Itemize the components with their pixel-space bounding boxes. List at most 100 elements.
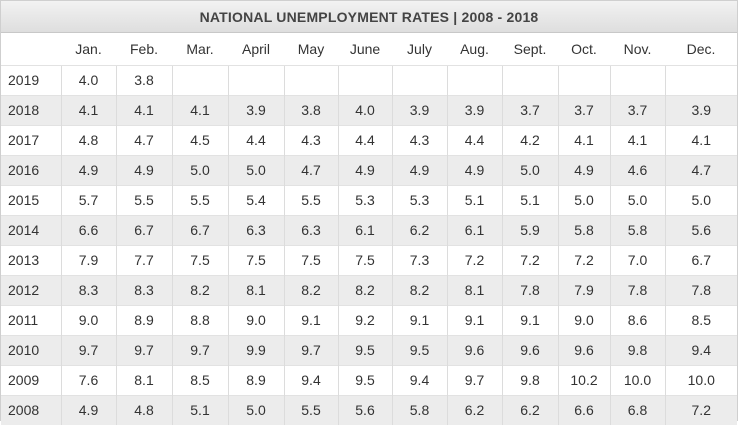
- year-cell: 2017: [1, 124, 61, 155]
- rate-cell: 7.6: [60, 364, 116, 395]
- rate-cell: [664, 64, 737, 95]
- rate-cell: 5.5: [115, 184, 172, 215]
- month-header-cell: Jan.: [75, 40, 102, 57]
- table-row: 2018 4.1 4.1 4.1 3.9 3.8 4.0 3.9 3.9 3.7 3.7 3.7 3.9: [1, 94, 737, 125]
- rate-cell: 6.2: [446, 394, 502, 425]
- rate-cell: 7.8: [664, 274, 737, 305]
- rate-cell: 5.3: [337, 184, 392, 215]
- rate-cell: 4.5: [171, 124, 228, 155]
- rate-cell: 9.2: [337, 304, 392, 335]
- year-cell: 2016: [1, 154, 61, 185]
- rate-cell: 9.6: [501, 334, 558, 365]
- rate-cell: 5.0: [227, 394, 284, 425]
- rate-cell: [171, 64, 228, 95]
- table-row: 2011 9.0 8.9 8.8 9.0 9.1 9.2 9.1 9.1 9.1 9.0 8.6 8.5: [1, 304, 737, 335]
- rate-cell: 4.4: [446, 124, 502, 155]
- rate-cell: 5.4: [227, 184, 284, 215]
- rate-cell: 7.2: [501, 244, 558, 275]
- rate-cell: 4.1: [171, 94, 228, 125]
- rate-cell: 4.9: [391, 154, 447, 185]
- rate-cell: 3.9: [446, 94, 502, 125]
- rate-cell: 8.3: [115, 274, 172, 305]
- rate-cell: 4.1: [60, 94, 116, 125]
- rate-cell: 8.5: [664, 304, 737, 335]
- unemployment-rates-table: Jan. Feb. Mar. April May June July Aug. Sept. Oct…: [1, 33, 737, 425]
- rate-cell: 7.0: [609, 244, 665, 275]
- table-row: 2010 9.7 9.7 9.7 9.9 9.7 9.5 9.5 9.6 9.6 9.6 9.8 9.4: [1, 334, 737, 365]
- rate-cell: 9.4: [283, 364, 338, 395]
- rate-cell: 9.5: [337, 364, 392, 395]
- rate-cell: 9.7: [115, 334, 172, 365]
- rate-cell: 4.3: [283, 124, 338, 155]
- rate-cell: 3.7: [609, 94, 665, 125]
- rate-cell: 8.2: [391, 274, 447, 305]
- rate-cell: 4.8: [60, 124, 116, 155]
- rate-cell: 9.7: [171, 334, 228, 365]
- rate-cell: 5.1: [171, 394, 228, 425]
- rate-cell: 4.0: [60, 64, 116, 95]
- rate-cell: 6.7: [664, 244, 737, 275]
- table-row: 2012 8.3 8.3 8.2 8.1 8.2 8.2 8.2 8.1 7.8 7.9 7.8 7.8: [1, 274, 737, 305]
- rate-cell: 9.7: [283, 334, 338, 365]
- rate-cell: 8.2: [171, 274, 228, 305]
- rate-cell: 5.0: [609, 184, 665, 215]
- rate-cell: 9.0: [60, 304, 116, 335]
- rate-cell: [446, 64, 502, 95]
- year-cell: 2010: [1, 334, 61, 365]
- rate-cell: 3.7: [557, 94, 610, 125]
- rate-cell: 9.0: [227, 304, 284, 335]
- rate-cell: 10.2: [557, 364, 610, 395]
- rate-cell: 9.1: [283, 304, 338, 335]
- rate-cell: 3.9: [227, 94, 284, 125]
- rate-cell: 7.3: [391, 244, 447, 275]
- rate-cell: 4.1: [557, 124, 610, 155]
- rate-cell: 8.5: [171, 364, 228, 395]
- table-row: 2013 7.9 7.7 7.5 7.5 7.5 7.5 7.3 7.2 7.2 7.2 7.0 6.7: [1, 244, 737, 275]
- rate-cell: 5.5: [171, 184, 228, 215]
- table-body: 2019 4.0 3.8 2018 4.1 4.1 4.1 3.9 3.8 4.0 3.9 3.9 3.…: [1, 64, 737, 425]
- rate-cell: 7.5: [227, 244, 284, 275]
- rate-cell: 9.7: [446, 364, 502, 395]
- rate-cell: 6.7: [171, 214, 228, 245]
- rate-cell: 4.7: [283, 154, 338, 185]
- rate-cell: 9.4: [391, 364, 447, 395]
- rate-cell: 5.5: [283, 184, 338, 215]
- table-row: 2009 7.6 8.1 8.5 8.9 9.4 9.5 9.4 9.7 9.8 10.2 10.0 1…: [1, 364, 737, 395]
- rate-cell: 4.9: [446, 154, 502, 185]
- rate-cell: 4.7: [664, 154, 737, 185]
- month-header-cell: May: [297, 40, 325, 57]
- year-cell: 2009: [1, 364, 61, 395]
- rate-cell: 7.5: [171, 244, 228, 275]
- rate-cell: 4.9: [115, 154, 172, 185]
- rate-cell: 4.9: [557, 154, 610, 185]
- rate-cell: 8.9: [115, 304, 172, 335]
- rate-cell: 8.8: [171, 304, 228, 335]
- rate-cell: 9.7: [60, 334, 116, 365]
- rate-cell: 4.9: [60, 394, 116, 425]
- year-cell: 2019: [1, 64, 61, 95]
- rate-cell: [609, 64, 665, 95]
- rate-cell: 8.2: [337, 274, 392, 305]
- rate-cell: 3.8: [115, 64, 172, 95]
- rate-cell: 9.6: [446, 334, 502, 365]
- rate-cell: 4.7: [115, 124, 172, 155]
- rate-cell: 4.2: [501, 124, 558, 155]
- year-column-header: [1, 33, 61, 65]
- month-header-cell: Mar.: [186, 40, 214, 57]
- rate-cell: 3.8: [283, 94, 338, 125]
- rate-cell: 5.9: [501, 214, 558, 245]
- table-row: 2015 5.7 5.5 5.5 5.4 5.5 5.3 5.3 5.1 5.1 5.0 5.0 5.0: [1, 184, 737, 215]
- rate-cell: 10.0: [664, 364, 737, 395]
- rate-cell: 8.1: [227, 274, 284, 305]
- rate-cell: 4.4: [227, 124, 284, 155]
- year-cell: 2012: [1, 274, 61, 305]
- rate-cell: 9.1: [501, 304, 558, 335]
- rate-cell: 7.7: [115, 244, 172, 275]
- rate-cell: 9.8: [501, 364, 558, 395]
- rate-cell: 5.0: [557, 184, 610, 215]
- rate-cell: 6.6: [557, 394, 610, 425]
- table-row: 2014 6.6 6.7 6.7 6.3 6.3 6.1 6.2 6.1 5.9 5.8 5.8 5.6: [1, 214, 737, 245]
- year-cell: 2014: [1, 214, 61, 245]
- rate-cell: 4.1: [664, 124, 737, 155]
